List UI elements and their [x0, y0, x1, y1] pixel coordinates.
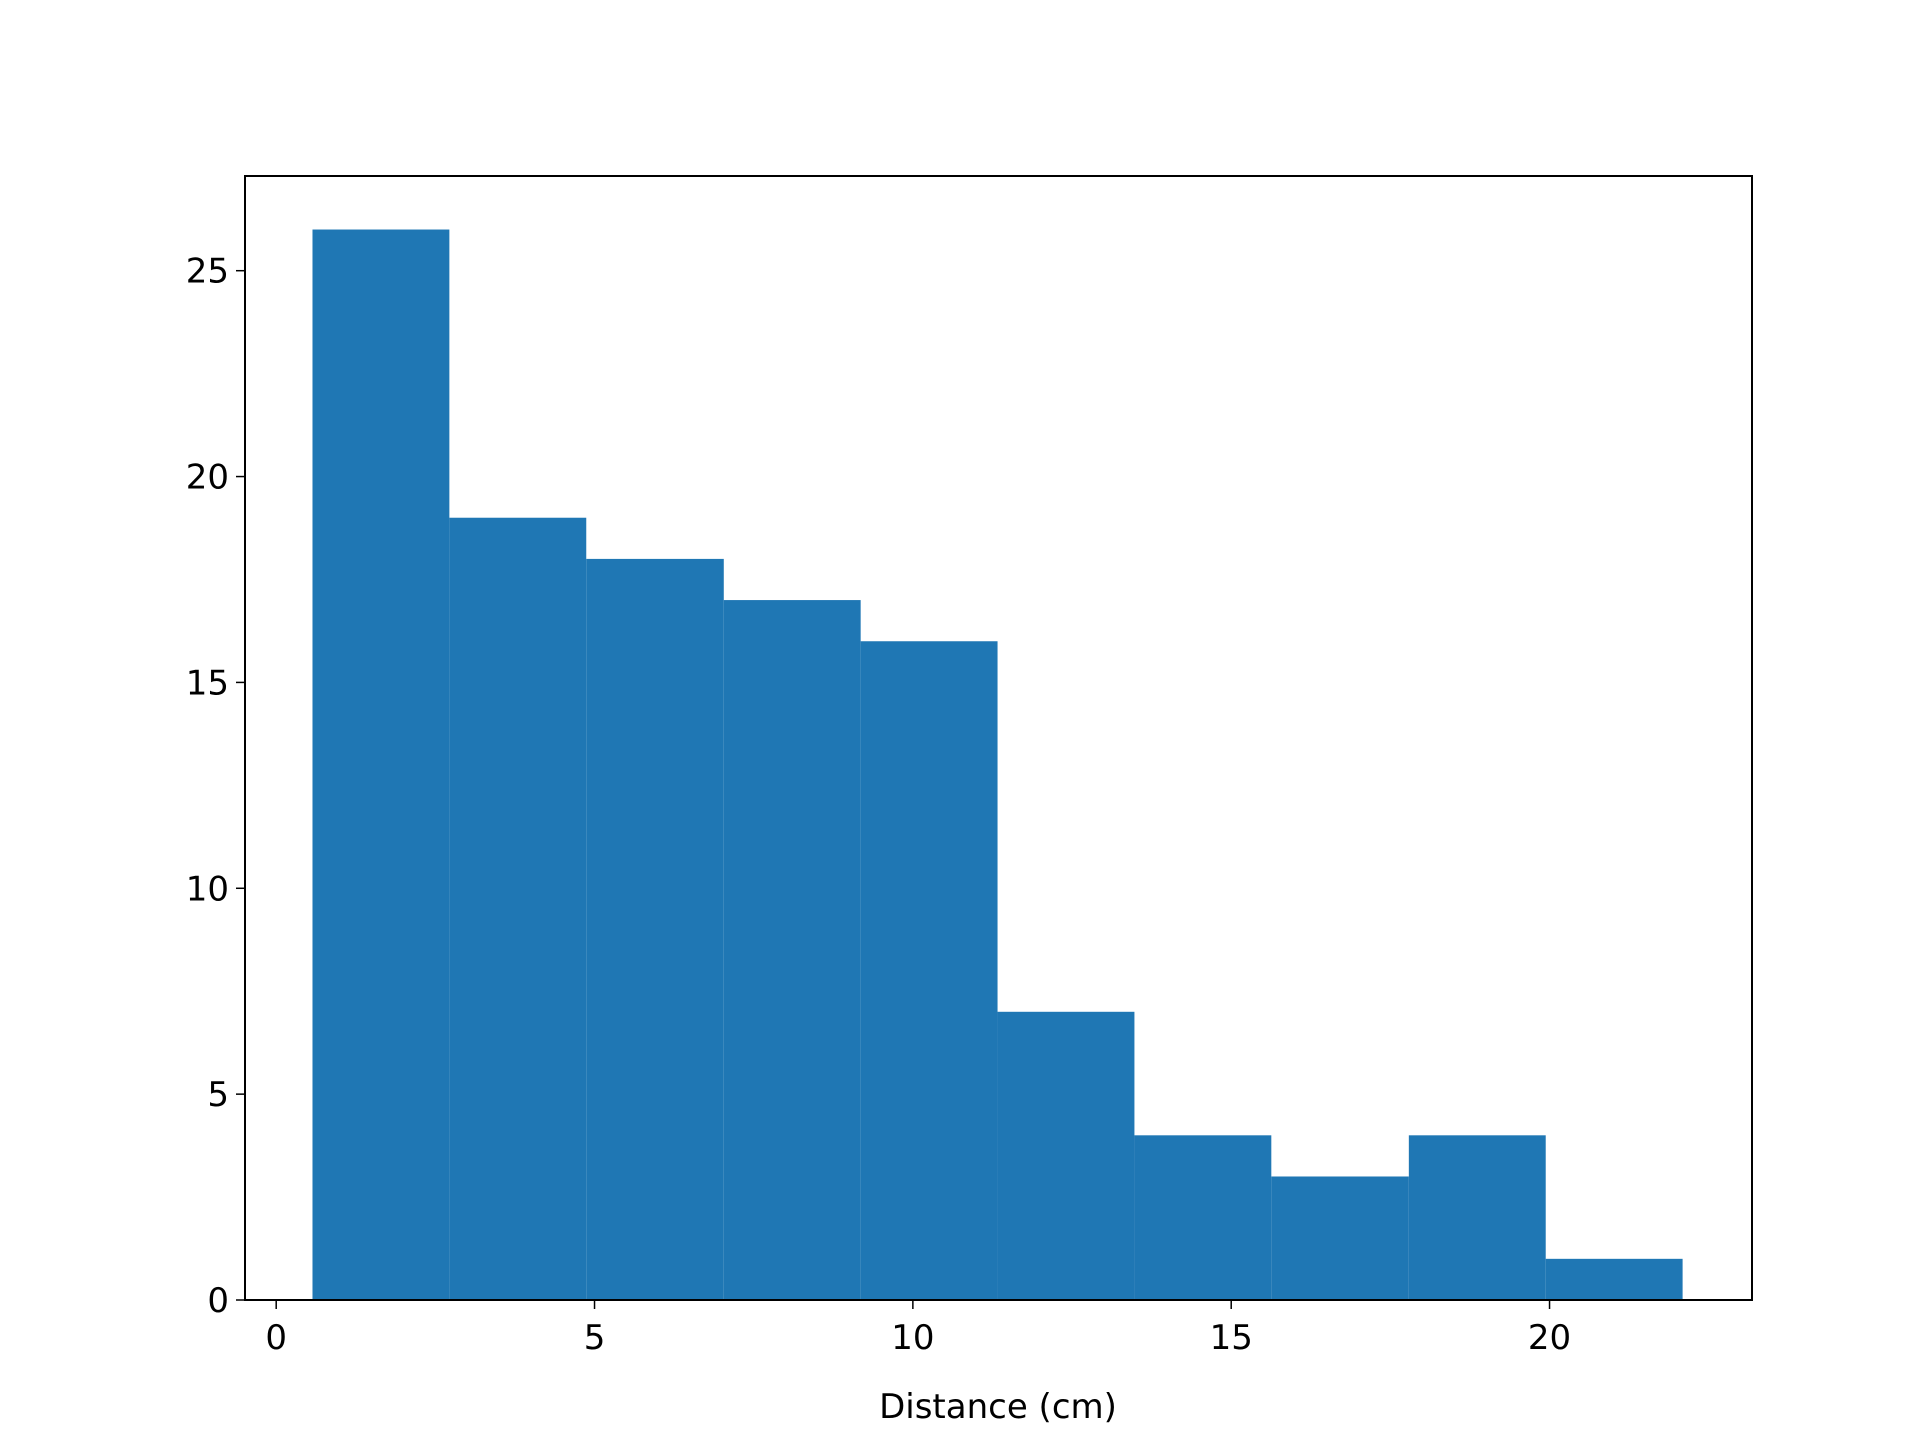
bar: [586, 558, 724, 1300]
y-tick-label: 15: [186, 663, 229, 703]
y-tick-label: 5: [207, 1075, 229, 1115]
bar: [997, 1011, 1135, 1300]
y-tick-label: 10: [186, 869, 229, 909]
bar: [1271, 1176, 1409, 1300]
x-tick-label: 0: [265, 1318, 287, 1358]
x-tick-label: 10: [891, 1318, 934, 1358]
x-axis-label: Distance (cm): [879, 1387, 1117, 1427]
bar: [1408, 1135, 1546, 1300]
y-tick-label: 0: [207, 1281, 229, 1321]
y-tick-label: 25: [186, 252, 229, 292]
bar: [312, 229, 450, 1300]
bar: [1545, 1258, 1683, 1300]
bar: [860, 641, 998, 1300]
bar: [449, 517, 587, 1300]
bar: [1134, 1135, 1272, 1300]
x-tick-label: 20: [1528, 1318, 1571, 1358]
x-tick-label: 15: [1210, 1318, 1253, 1358]
y-tick-label: 20: [186, 458, 229, 498]
bar: [723, 600, 861, 1300]
x-tick-label: 5: [584, 1318, 606, 1358]
plot-frame: [244, 175, 1753, 1301]
